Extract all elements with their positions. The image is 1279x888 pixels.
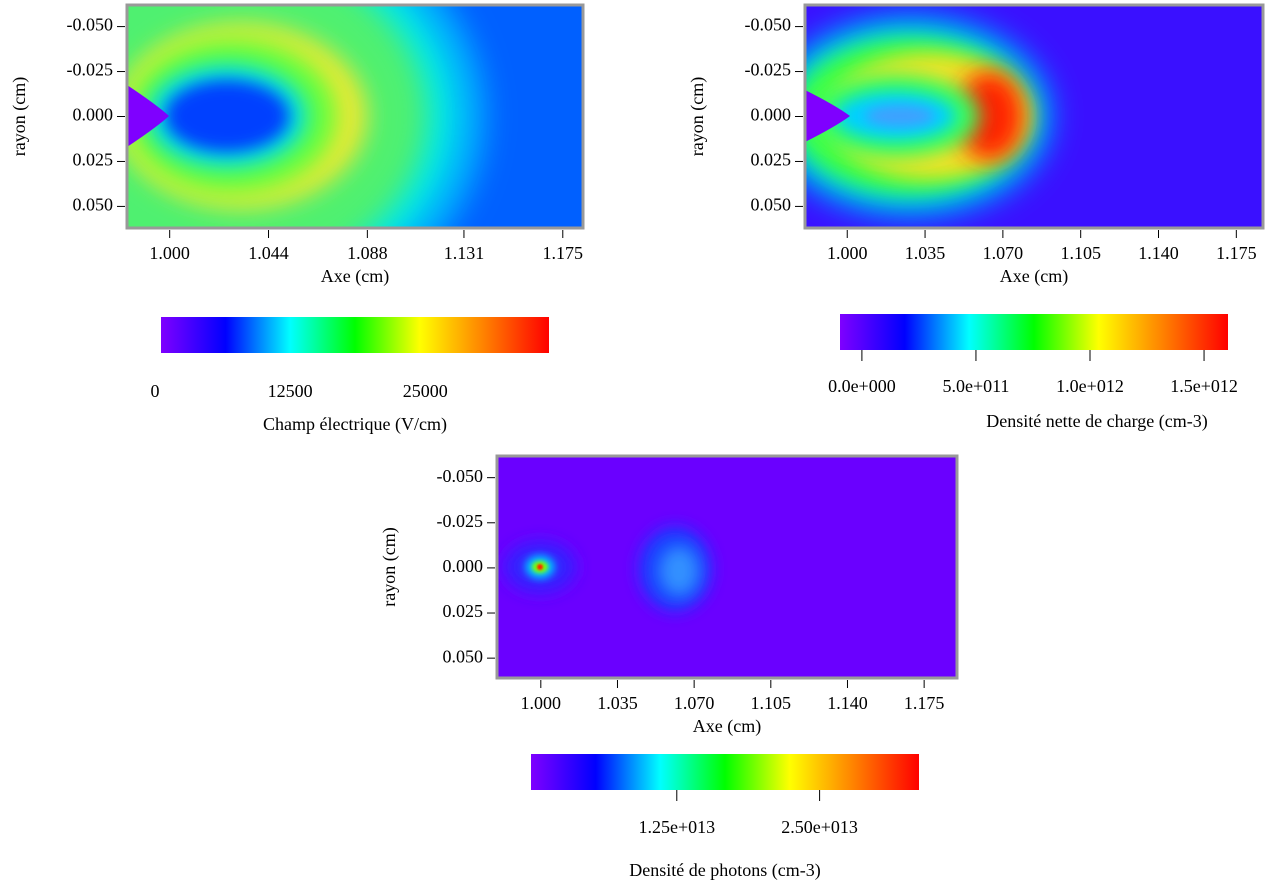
- x-tick-label: 1.140: [827, 693, 868, 713]
- x-axis-label: Axe (cm): [1000, 266, 1068, 287]
- x-tick-label: 1.105: [1060, 243, 1101, 263]
- colorbar-label: Champ électrique (V/cm): [263, 414, 447, 435]
- y-tick-label: 0.050: [443, 646, 484, 666]
- y-tick-label: -0.025: [67, 60, 114, 80]
- y-tick-label: -0.050: [437, 466, 484, 486]
- y-tick-label: 0.050: [73, 195, 114, 215]
- plot-frame: [125, 3, 585, 230]
- x-tick-label: 1.088: [347, 243, 388, 263]
- colorbar-tick-label: 0: [151, 381, 160, 401]
- colorbar-tick-label: 5.0e+011: [942, 376, 1009, 396]
- x-axis-label: Axe (cm): [693, 716, 761, 737]
- x-tick-label: 1.000: [827, 243, 868, 263]
- field: [127, 5, 583, 228]
- colorbar-label: Densité nette de charge (cm-3): [986, 411, 1208, 432]
- field-region: [956, 71, 1024, 161]
- y-axis-label: rayon (cm): [687, 77, 708, 156]
- field-region: [165, 80, 289, 152]
- y-tick-label: 0.025: [751, 150, 792, 170]
- colorbar: [840, 314, 1228, 350]
- colorbar: [161, 317, 549, 353]
- y-axis-label: rayon (cm): [9, 77, 30, 156]
- x-tick-label: 1.044: [248, 243, 289, 263]
- field: [805, 5, 1263, 228]
- x-tick-label: 1.070: [983, 243, 1024, 263]
- y-tick-label: -0.050: [67, 15, 114, 35]
- x-tick-label: 1.070: [674, 693, 715, 713]
- y-tick-label: -0.050: [745, 15, 792, 35]
- y-tick-label: 0.025: [443, 601, 484, 621]
- plot-frame: [803, 3, 1265, 230]
- colorbar-tick-label: 25000: [403, 381, 448, 401]
- x-tick-label: 1.035: [905, 243, 946, 263]
- colorbar: [531, 754, 919, 790]
- colorbar-tick-label: 12500: [268, 381, 313, 401]
- electrode-tip: [805, 90, 850, 142]
- colorbar-label: Densité de photons (cm-3): [629, 860, 820, 881]
- field-region: [865, 105, 935, 127]
- field: [497, 456, 957, 678]
- y-axis-label: rayon (cm): [379, 527, 400, 606]
- field-region: [659, 546, 699, 596]
- x-tick-label: 1.000: [521, 693, 562, 713]
- x-tick-label: 1.175: [1216, 243, 1257, 263]
- colorbar-tick-label: 1.25e+013: [638, 817, 715, 837]
- colorbar-tick-label: 0.0e+000: [828, 376, 896, 396]
- y-tick-label: -0.025: [437, 511, 484, 531]
- x-tick-label: 1.131: [444, 243, 485, 263]
- y-tick-label: 0.025: [73, 150, 114, 170]
- x-tick-label: 1.140: [1138, 243, 1179, 263]
- y-tick-label: -0.025: [745, 60, 792, 80]
- colorbar-tick-label: 1.5e+012: [1170, 376, 1238, 396]
- colorbar-tick-label: 2.50e+013: [781, 817, 858, 837]
- y-tick-label: 0.050: [751, 195, 792, 215]
- field-region: [537, 564, 543, 570]
- x-tick-label: 1.000: [149, 243, 190, 263]
- x-tick-label: 1.175: [543, 243, 584, 263]
- y-tick-label: 0.000: [443, 556, 484, 576]
- x-tick-label: 1.105: [751, 693, 792, 713]
- y-tick-label: 0.000: [751, 105, 792, 125]
- x-tick-label: 1.175: [904, 693, 945, 713]
- electrode-tip: [127, 85, 169, 147]
- plot-frame: [495, 454, 959, 680]
- colorbar-tick-label: 1.0e+012: [1056, 376, 1124, 396]
- x-tick-label: 1.035: [597, 693, 638, 713]
- x-axis-label: Axe (cm): [321, 266, 389, 287]
- y-tick-label: 0.000: [73, 105, 114, 125]
